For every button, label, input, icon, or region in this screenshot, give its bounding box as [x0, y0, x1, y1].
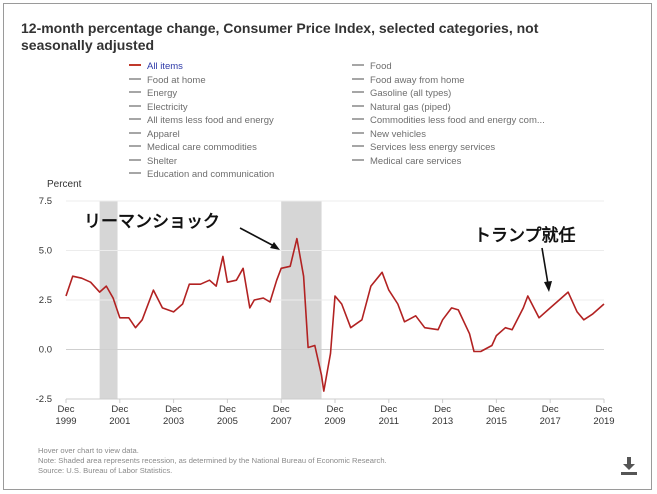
legend-item[interactable]: Electricity [129, 101, 188, 115]
y-tick-label: -2.5 [36, 394, 52, 405]
legend-item[interactable]: All items [129, 60, 183, 74]
x-tick-label: Dec [542, 404, 559, 415]
legend-swatch [129, 91, 141, 94]
legend-label: Medical care services [370, 155, 462, 167]
x-tick-label: Dec [327, 404, 344, 415]
lehman-annotation: リーマンショック [84, 212, 220, 232]
legend-label: Food away from home [370, 74, 465, 86]
legend-swatch [352, 158, 364, 161]
x-tick-label: Dec [488, 404, 505, 415]
legend-item[interactable]: Education and communication [129, 168, 274, 182]
legend-swatch [352, 91, 364, 94]
x-tick-year: 2017 [540, 416, 561, 427]
trump-arrowhead [544, 281, 552, 292]
x-tick-year: 2001 [109, 416, 130, 427]
legend-swatch [352, 77, 364, 80]
x-tick-year: 2015 [486, 416, 507, 427]
legend-label: All items [147, 61, 183, 72]
legend-item[interactable]: Commodities less food and energy com... [352, 114, 545, 128]
legend-item[interactable]: New vehicles [352, 128, 426, 142]
legend-label: Electricity [147, 101, 188, 113]
legend-swatch [129, 158, 141, 161]
x-tick-label: Dec [165, 404, 182, 415]
y-tick-label: 7.5 [39, 196, 52, 207]
x-tick-year: 2019 [593, 416, 614, 427]
legend-swatch [129, 104, 141, 107]
lehman-arrow-line [239, 227, 275, 247]
legend-item[interactable]: Apparel [129, 128, 180, 142]
legend-label: Energy [147, 88, 178, 99]
legend-item[interactable]: All items less food and energy [129, 114, 274, 128]
legend-swatch [129, 64, 141, 67]
download-icon[interactable] [620, 456, 638, 476]
trump-arrow-line [541, 247, 549, 285]
x-tick-year: 2013 [432, 416, 453, 427]
x-tick-label: Dec [434, 404, 451, 415]
legend-swatch [129, 131, 141, 134]
legend-item[interactable]: Services less energy services [352, 141, 495, 155]
legend-swatch [352, 118, 364, 121]
legend-item[interactable]: Food away from home [352, 74, 465, 88]
legend-label: Education and communication [147, 169, 275, 180]
legend-swatch [129, 118, 141, 121]
legend-item[interactable]: Medical care commodities [129, 141, 257, 155]
legend-label: Gasoline (all types) [370, 88, 452, 99]
y-axis-title: Percent [47, 179, 82, 190]
legend-swatch [352, 145, 364, 148]
x-tick-label: Dec [219, 404, 236, 415]
legend-swatch [129, 172, 141, 175]
legend-label: Services less energy services [370, 142, 496, 153]
x-tick-year: 2009 [324, 416, 345, 427]
hover-hint: Hover over chart to view data. [38, 446, 139, 455]
legend-label: Medical care commodities [147, 142, 257, 153]
x-tick-year: 2003 [163, 416, 184, 427]
legend-label: New vehicles [370, 128, 426, 140]
x-tick-label: Dec [273, 404, 290, 415]
legend-swatch [129, 77, 141, 80]
recession-note: Note: Shaded area represents recession, … [38, 456, 387, 465]
legend-swatch [129, 145, 141, 148]
y-tick-label: 0.0 [39, 345, 52, 356]
lehman-arrowhead [270, 242, 280, 250]
x-tick-year: 1999 [55, 416, 76, 427]
trump-annotation: トランプ就任 [474, 226, 576, 246]
x-tick-label: Dec [58, 404, 75, 415]
legend-label: Natural gas (piped) [370, 101, 451, 113]
legend-item[interactable]: Gasoline (all types) [352, 87, 451, 101]
legend-label: All items less food and energy [147, 115, 274, 126]
x-tick-year: 2005 [217, 416, 238, 427]
x-tick-label: Dec [596, 404, 613, 415]
x-tick-year: 2007 [271, 416, 292, 427]
legend-item[interactable]: Shelter [129, 155, 177, 169]
x-tick-year: 2011 [379, 416, 399, 427]
y-tick-label: 5.0 [39, 246, 52, 257]
legend-label: Food at home [147, 74, 206, 86]
chart-title: 12-month percentage change, Consumer Pri… [21, 20, 539, 53]
source-note: Source: U.S. Bureau of Labor Statistics. [38, 466, 173, 475]
legend-item[interactable]: Medical care services [352, 155, 461, 169]
legend-item[interactable]: Natural gas (piped) [352, 101, 451, 115]
legend-item[interactable]: Food at home [129, 74, 206, 88]
legend-label: Commodities less food and energy com... [370, 115, 545, 126]
legend-item[interactable]: Energy [129, 87, 177, 101]
legend-swatch [352, 64, 364, 67]
legend-swatch [352, 131, 364, 134]
legend-label: Shelter [147, 155, 178, 167]
legend-label: Food [370, 61, 392, 72]
y-tick-label: 2.5 [39, 295, 52, 306]
legend-item[interactable]: Food [352, 60, 392, 74]
series-line-all-items[interactable] [65, 237, 605, 392]
legend-label: Apparel [147, 128, 180, 140]
x-tick-label: Dec [380, 404, 397, 415]
x-tick-label: Dec [111, 404, 128, 415]
legend-swatch [352, 104, 364, 107]
